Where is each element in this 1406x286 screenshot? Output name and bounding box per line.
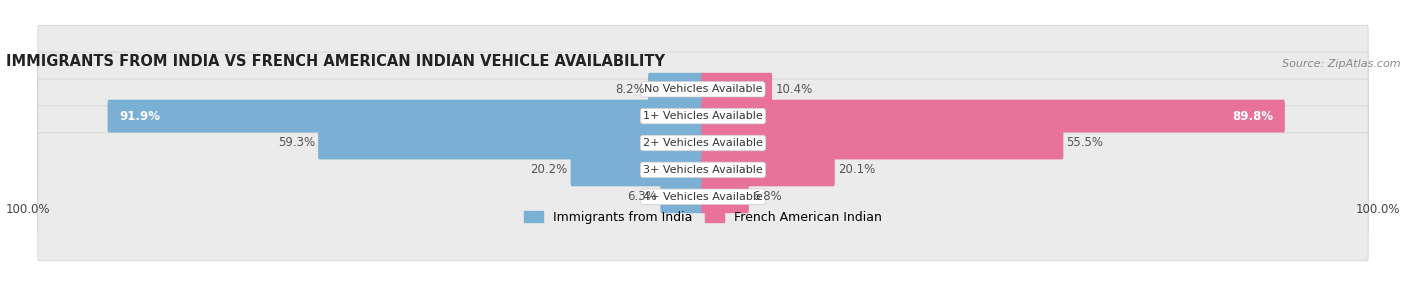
FancyBboxPatch shape bbox=[38, 52, 1368, 180]
FancyBboxPatch shape bbox=[38, 133, 1368, 261]
Text: 55.5%: 55.5% bbox=[1067, 136, 1104, 150]
Text: 3+ Vehicles Available: 3+ Vehicles Available bbox=[643, 165, 763, 175]
Text: 6.8%: 6.8% bbox=[752, 190, 782, 203]
FancyBboxPatch shape bbox=[661, 180, 704, 213]
Text: 100.0%: 100.0% bbox=[1355, 203, 1400, 216]
Text: IMMIGRANTS FROM INDIA VS FRENCH AMERICAN INDIAN VEHICLE AVAILABILITY: IMMIGRANTS FROM INDIA VS FRENCH AMERICAN… bbox=[6, 54, 665, 69]
Text: 59.3%: 59.3% bbox=[278, 136, 315, 150]
Text: No Vehicles Available: No Vehicles Available bbox=[644, 84, 762, 94]
FancyBboxPatch shape bbox=[648, 73, 704, 106]
Text: 6.3%: 6.3% bbox=[627, 190, 657, 203]
Text: 4+ Vehicles Available: 4+ Vehicles Available bbox=[643, 192, 763, 202]
Text: 20.2%: 20.2% bbox=[530, 163, 568, 176]
Text: 89.8%: 89.8% bbox=[1232, 110, 1274, 123]
FancyBboxPatch shape bbox=[702, 100, 1285, 132]
FancyBboxPatch shape bbox=[571, 154, 704, 186]
Text: Source: ZipAtlas.com: Source: ZipAtlas.com bbox=[1282, 59, 1400, 69]
Text: 91.9%: 91.9% bbox=[120, 110, 160, 123]
Text: 100.0%: 100.0% bbox=[6, 203, 51, 216]
FancyBboxPatch shape bbox=[38, 106, 1368, 234]
FancyBboxPatch shape bbox=[702, 73, 772, 106]
FancyBboxPatch shape bbox=[318, 127, 704, 159]
Text: 1+ Vehicles Available: 1+ Vehicles Available bbox=[643, 111, 763, 121]
FancyBboxPatch shape bbox=[702, 154, 835, 186]
FancyBboxPatch shape bbox=[702, 127, 1063, 159]
FancyBboxPatch shape bbox=[702, 180, 749, 213]
FancyBboxPatch shape bbox=[38, 79, 1368, 207]
Text: 20.1%: 20.1% bbox=[838, 163, 875, 176]
FancyBboxPatch shape bbox=[108, 100, 704, 132]
Text: 8.2%: 8.2% bbox=[616, 83, 645, 96]
FancyBboxPatch shape bbox=[38, 25, 1368, 153]
Text: 10.4%: 10.4% bbox=[775, 83, 813, 96]
Legend: Immigrants from India, French American Indian: Immigrants from India, French American I… bbox=[524, 211, 882, 224]
Text: 2+ Vehicles Available: 2+ Vehicles Available bbox=[643, 138, 763, 148]
